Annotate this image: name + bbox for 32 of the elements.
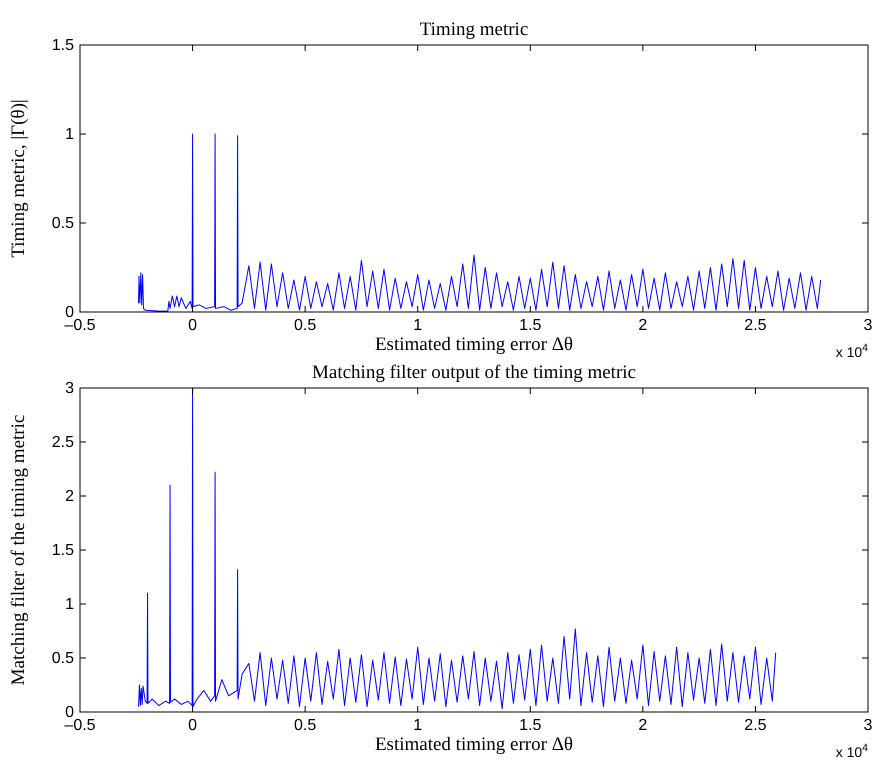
x-tick-label: 0 <box>188 317 198 334</box>
x-tick-label: 3 <box>864 317 873 334</box>
line-series <box>138 134 822 312</box>
x-tick-label: 2 <box>638 317 648 334</box>
y-axis-title: Timing metric, |Γ(θ)| <box>8 99 29 258</box>
y-tick-label: 2 <box>65 488 74 505</box>
y-tick-label: 3 <box>65 380 74 397</box>
chart-title: Timing metric <box>420 19 528 40</box>
x-tick-label: 1.5 <box>519 717 542 734</box>
y-tick-label: 1.5 <box>52 37 74 54</box>
y-axis-title: Matching filter of the timing metric <box>8 414 29 686</box>
y-tick-label: 1 <box>65 126 74 143</box>
x-tick-label: 2.5 <box>744 717 767 734</box>
y-tick-label: 2.5 <box>52 434 74 451</box>
y-tick-label: 0.5 <box>52 215 74 232</box>
text: x 10$^{4}$ <box>836 742 868 760</box>
x-tick-label: 1.5 <box>519 317 542 334</box>
chart-title: Matching filter output of the timing metric <box>312 362 636 383</box>
x-tick-label: 2 <box>638 717 648 734</box>
x-axis-title: Estimated timing error Δθ <box>374 734 574 755</box>
x-tick-label: 3 <box>864 717 873 734</box>
x-tick-label: 1 <box>413 717 422 734</box>
x-tick-label: 0 <box>188 717 198 734</box>
text: x 10$^{4}$ <box>836 342 868 360</box>
y-tick-label: 1 <box>65 596 74 613</box>
x-tick-label: 0.5 <box>294 317 316 334</box>
y-tick-label: 0.5 <box>52 650 74 667</box>
x-axis-title: Estimated timing error Δθ <box>374 334 574 355</box>
x-tick-label: 2.5 <box>744 317 767 334</box>
x-tick-label: 1 <box>413 317 422 334</box>
x-tick-label: 0.5 <box>294 717 316 734</box>
y-tick-label: 1.5 <box>52 542 74 559</box>
